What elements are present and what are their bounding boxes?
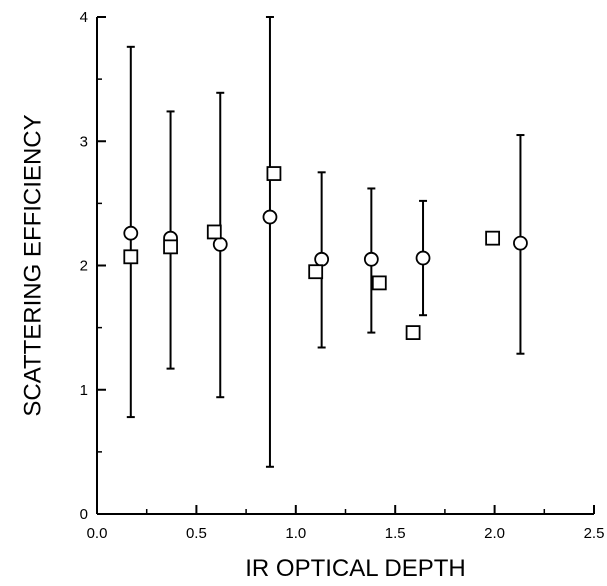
y-tick-label: 4 xyxy=(80,9,88,26)
x-tick-label: 2.0 xyxy=(484,525,505,542)
circle-marker xyxy=(262,209,278,225)
circle-marker xyxy=(123,225,139,241)
y-tick-label: 1 xyxy=(80,382,88,399)
x-tick-label: 0.0 xyxy=(87,525,108,542)
y-tick-label: 2 xyxy=(80,258,88,275)
circle-marker xyxy=(314,251,330,267)
x-tick-label: 1.5 xyxy=(385,525,406,542)
markers-group xyxy=(123,166,528,340)
circle-marker xyxy=(363,251,379,267)
ticks-group: 0.0 0.5 1.0 1.5 2.0 2.5 0 1 2 3 4 xyxy=(80,9,605,542)
circle-marker xyxy=(212,236,228,252)
y-axis-label: SCATTERING EFFICIENCY xyxy=(19,114,46,416)
square-marker xyxy=(206,224,222,240)
x-axis-label: IR OPTICAL DEPTH xyxy=(245,555,465,582)
x-tick-label: 2.5 xyxy=(584,525,605,542)
circle-marker xyxy=(415,250,431,266)
y-tick-label: 3 xyxy=(80,133,88,150)
square-marker xyxy=(163,239,178,255)
y-tick-label: 0 xyxy=(80,506,88,523)
square-marker xyxy=(371,275,387,291)
square-marker xyxy=(123,249,139,265)
square-marker xyxy=(405,325,421,340)
square-marker xyxy=(485,230,501,246)
square-marker xyxy=(308,264,324,280)
x-tick-label: 1.0 xyxy=(285,525,306,542)
square-marker xyxy=(266,166,282,181)
errorbars-group xyxy=(126,16,525,468)
circle-marker xyxy=(513,235,528,251)
x-tick-label: 0.5 xyxy=(186,525,207,542)
